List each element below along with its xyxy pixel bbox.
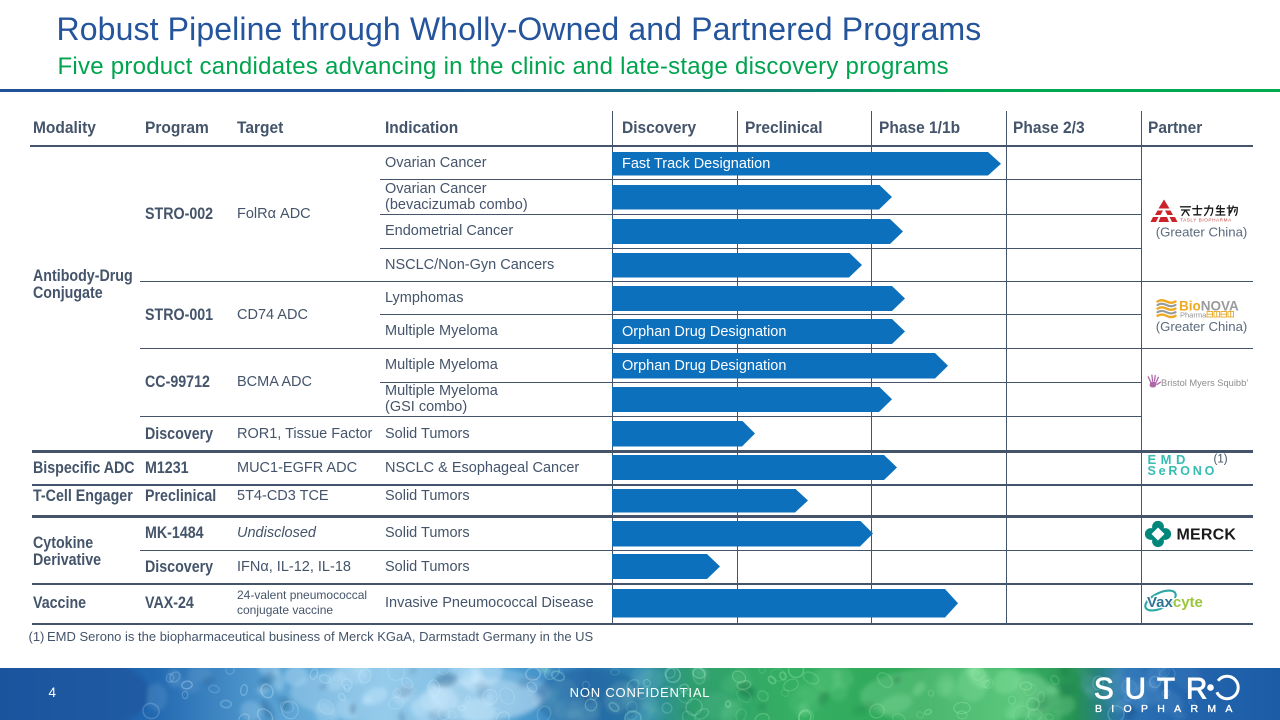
svg-text:(Greater China): (Greater China) [1156, 225, 1248, 240]
svg-text:(1): (1) [1214, 454, 1228, 466]
svg-text:MERCK: MERCK [1177, 527, 1237, 544]
svg-text:Bristol Myers Squibb’: Bristol Myers Squibb’ [1161, 378, 1248, 388]
svg-text:EMD: EMD [1148, 452, 1190, 467]
svg-text:Vaxcyte: Vaxcyte [1147, 594, 1203, 611]
svg-text:BioNOVA: BioNOVA [1179, 299, 1239, 314]
svg-text:BIOPHARMA: BIOPHARMA [1095, 703, 1242, 715]
svg-text:SeRONO: SeRONO [1148, 464, 1218, 478]
svg-text:Pharma: Pharma [1180, 311, 1207, 320]
svg-text:Vaxcyte: Vaxcyte [1147, 594, 1203, 611]
svg-text:SUTR: SUTR [1094, 673, 1218, 706]
svg-text:(Greater China): (Greater China) [1156, 319, 1248, 334]
svg-text:TASLY BIOPHARMA: TASLY BIOPHARMA [1180, 217, 1232, 222]
